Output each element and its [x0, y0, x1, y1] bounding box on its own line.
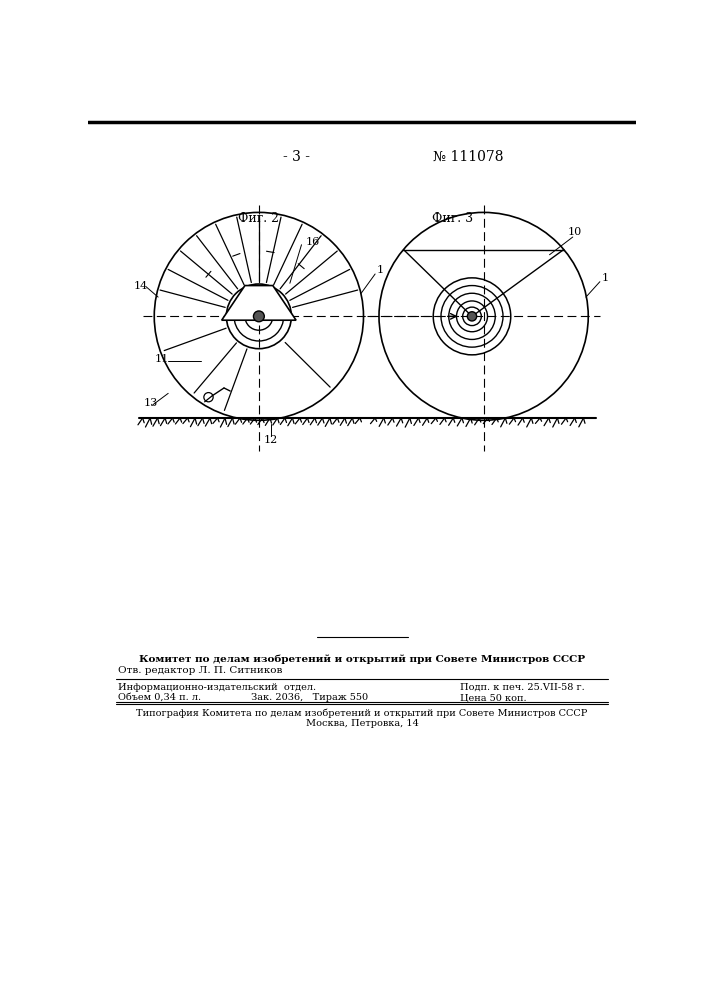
Text: № 111078: № 111078: [433, 150, 503, 164]
Text: Москва, Петровка, 14: Москва, Петровка, 14: [305, 719, 419, 728]
Text: Информационно-издательский  отдел.: Информационно-издательский отдел.: [118, 683, 316, 692]
Text: Комитет по делам изобретений и открытий при Совете Министров СССР: Комитет по делам изобретений и открытий …: [139, 654, 585, 664]
Circle shape: [467, 312, 477, 321]
Text: 14: 14: [133, 281, 148, 291]
Text: 12: 12: [264, 435, 278, 445]
Text: 16: 16: [305, 237, 320, 247]
Text: 10: 10: [567, 227, 581, 237]
Polygon shape: [222, 286, 296, 320]
Text: 11: 11: [155, 354, 169, 364]
Text: 1: 1: [602, 273, 609, 283]
Text: Типография Комитета по делам изобретений и открытий при Совете Министров СССР: Типография Комитета по делам изобретений…: [136, 709, 588, 718]
Text: Фиг. 3: Фиг. 3: [432, 212, 473, 225]
Text: Объем 0,34 п. л.                Зак. 2036,   Тираж 550: Объем 0,34 п. л. Зак. 2036, Тираж 550: [118, 693, 368, 702]
Text: 1: 1: [377, 265, 384, 275]
Text: Фиг. 2: Фиг. 2: [238, 212, 279, 225]
Text: Цена 50 коп.: Цена 50 коп.: [460, 693, 527, 702]
Circle shape: [253, 311, 264, 322]
Text: Подп. к печ. 25.VII-58 г.: Подп. к печ. 25.VII-58 г.: [460, 683, 585, 692]
Text: Отв. редактор Л. П. Ситников: Отв. редактор Л. П. Ситников: [118, 666, 282, 675]
Text: - 3 -: - 3 -: [283, 150, 310, 164]
Text: 13: 13: [144, 398, 158, 408]
